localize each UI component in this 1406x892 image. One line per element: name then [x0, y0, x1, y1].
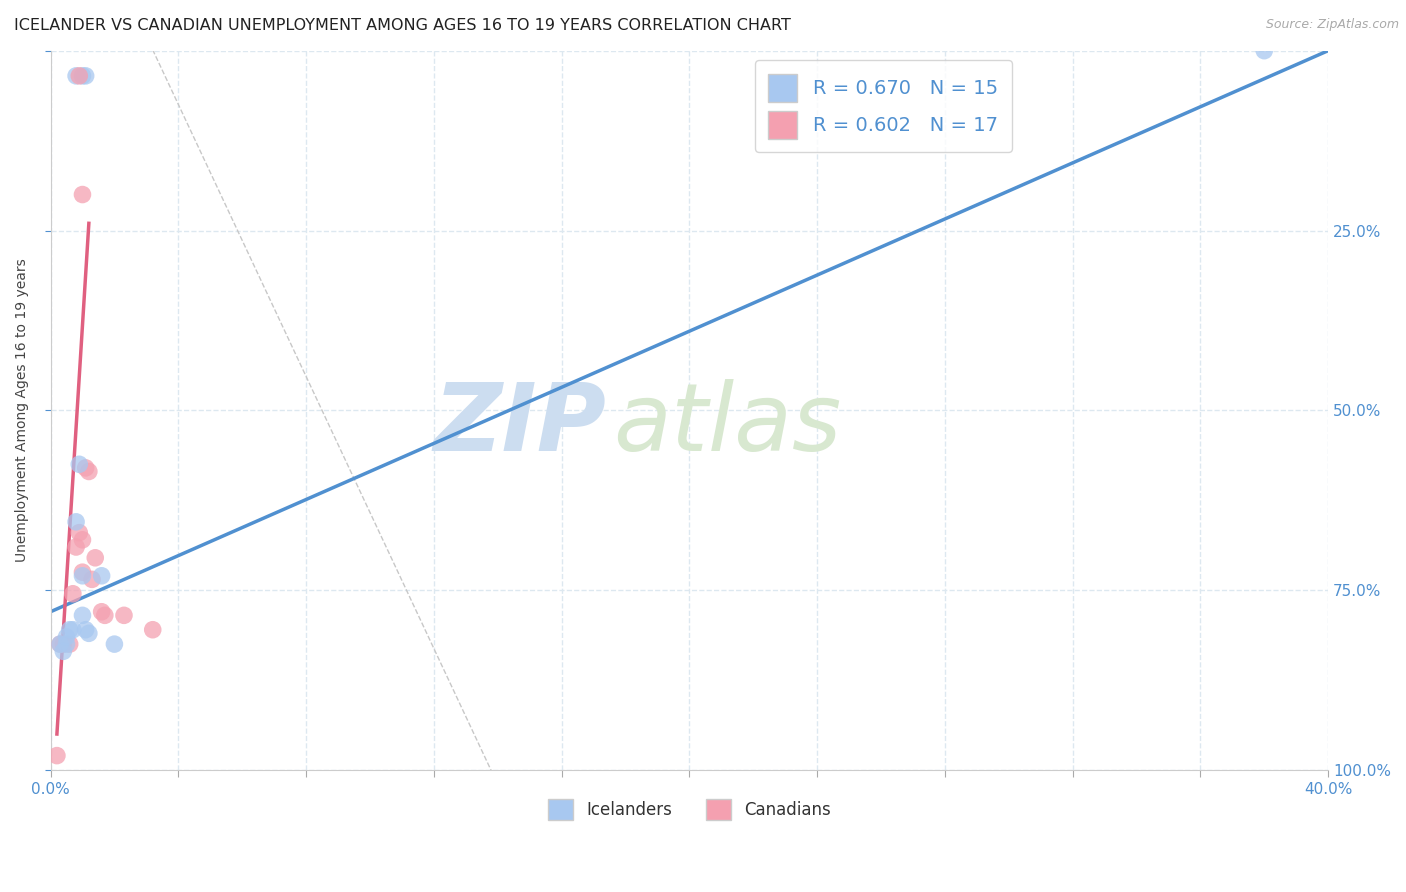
Point [67, 458, 90, 472]
Point [77, 626, 100, 640]
Point [49, 637, 72, 651]
Legend: Icelanders, Canadians: Icelanders, Canadians [541, 793, 838, 826]
Point [90, 568, 112, 582]
Point [94, 608, 117, 623]
Point [75, 69, 97, 83]
Point [65, 69, 87, 83]
Point [80, 573, 103, 587]
Point [55, 637, 77, 651]
Point [65, 540, 87, 554]
Point [67, 525, 90, 540]
Point [84, 550, 107, 565]
Point [72, 533, 94, 547]
Point [62, 623, 84, 637]
Point [59, 623, 82, 637]
Text: atlas: atlas [613, 379, 841, 470]
Y-axis label: Unemployment Among Ages 16 to 19 years: Unemployment Among Ages 16 to 19 years [15, 259, 30, 562]
Point [65, 515, 87, 529]
Point [112, 608, 135, 623]
Point [62, 587, 84, 601]
Point [72, 187, 94, 202]
Point [72, 69, 94, 83]
Point [103, 637, 125, 651]
Point [77, 465, 100, 479]
Text: Source: ZipAtlas.com: Source: ZipAtlas.com [1265, 18, 1399, 31]
Point [45, 748, 67, 763]
Point [72, 565, 94, 579]
Point [1253, 44, 1275, 58]
Point [59, 637, 82, 651]
Point [72, 608, 94, 623]
Point [142, 623, 165, 637]
Point [52, 644, 75, 658]
Point [52, 637, 75, 651]
Point [90, 605, 112, 619]
Text: ICELANDER VS CANADIAN UNEMPLOYMENT AMONG AGES 16 TO 19 YEARS CORRELATION CHART: ICELANDER VS CANADIAN UNEMPLOYMENT AMONG… [14, 18, 792, 33]
Point [75, 461, 97, 475]
Point [49, 637, 72, 651]
Text: ZIP: ZIP [433, 379, 606, 471]
Point [72, 568, 94, 582]
Point [67, 69, 90, 83]
Point [55, 630, 77, 644]
Point [75, 623, 97, 637]
